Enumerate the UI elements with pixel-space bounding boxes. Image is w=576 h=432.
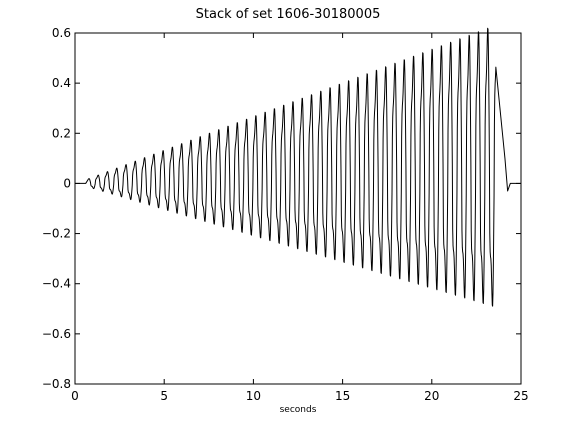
signal-layer bbox=[75, 27, 521, 307]
y-tick-label: −0.2 bbox=[42, 227, 71, 241]
y-tick-label: 0.6 bbox=[52, 26, 71, 40]
plot-frame bbox=[74, 32, 522, 385]
y-tick-label: −0.4 bbox=[42, 277, 71, 291]
x-tick-label: 15 bbox=[335, 389, 350, 403]
y-tick-label: 0 bbox=[63, 176, 71, 190]
x-tick-label: 0 bbox=[71, 389, 79, 403]
y-tick-label: −0.8 bbox=[42, 377, 71, 391]
signal-line bbox=[75, 27, 521, 307]
x-tick-label: 20 bbox=[424, 389, 439, 403]
y-tick-label: 0.4 bbox=[52, 76, 71, 90]
x-axis-label: seconds bbox=[280, 405, 317, 415]
ticks-layer: 0 5 10 15 20 25 −0.8 −0.6 −0.4 −0.2 0 0.2 0.4 0.6 bbox=[42, 26, 529, 403]
x-tick-label: 5 bbox=[160, 389, 168, 403]
y-tick-label: 0.2 bbox=[52, 126, 71, 140]
y-tick-label: −0.6 bbox=[42, 327, 71, 341]
x-tick-label: 10 bbox=[246, 389, 261, 403]
chart-title: Stack of set 1606-30180005 bbox=[196, 7, 381, 22]
x-tick-label: 25 bbox=[513, 389, 528, 403]
